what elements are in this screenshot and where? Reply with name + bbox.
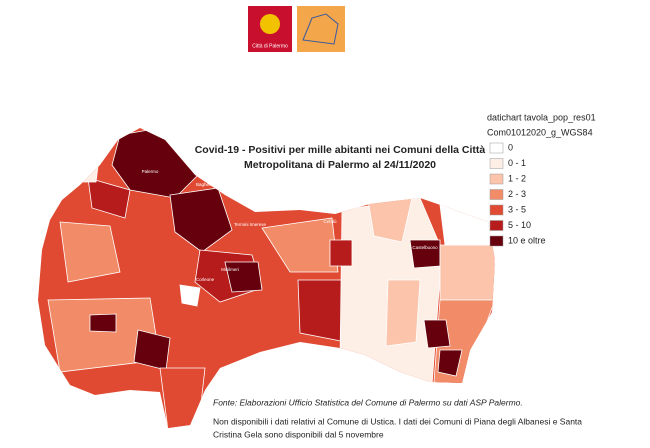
municipality-label: Termini Imerese [234,222,267,227]
municipality [261,217,339,273]
source: Fonte: Elaborazioni Ufficio Statistica d… [213,397,523,407]
municipality-label: Isola delle Femmine [65,140,106,145]
municipality [385,279,421,347]
municipality [439,244,495,301]
legend-header: datichart tavola_pop_res01 [487,112,596,122]
municipality [224,261,263,293]
municipality [329,239,353,267]
legend-swatch [489,235,504,247]
municipality-label: Misilmeri [221,267,239,272]
legend-swatch [489,204,504,216]
municipality [409,239,441,269]
municipality [179,284,201,307]
municipality [89,313,117,333]
legend-header: Com01012020_g_WGS84 [487,127,593,137]
map-title: Metropolitana di Palermo al 24/11/2020 [244,159,436,171]
legend-label: 0 [508,142,513,152]
municipality [437,349,463,377]
municipality [169,187,233,253]
logo-stats [297,6,345,52]
note: Cristina Gela sono disponibili dal 5 nov… [213,429,384,439]
municipality-label: Palermo [142,169,159,174]
logo-emblem [260,14,280,34]
municipality [423,319,451,349]
legend: datichart tavola_pop_res01 Com01012020_g_… [487,112,596,247]
legend-swatch [489,189,504,200]
municipality [87,177,131,219]
note: Non disponibili i dati relativi al Comun… [213,416,582,426]
municipality-label: Bagheria [196,182,215,187]
legend-swatch [489,158,504,169]
legend-label: 5 - 10 [508,220,531,230]
logo-text: Città di Palermo [252,43,288,49]
municipality-label: Corleone [196,277,215,282]
legend-label: 1 - 2 [508,173,526,183]
legend-swatch [489,220,504,231]
legend-label: 0 - 1 [508,158,526,168]
legend-label: 2 - 3 [508,189,526,199]
legend-label: 3 - 5 [508,204,526,214]
municipality [439,204,495,246]
municipality-label: Cefalù [323,219,337,224]
municipality [159,367,206,428]
legend-swatch [489,173,504,185]
municipality [297,279,347,343]
legend-swatch [489,142,504,154]
map-title: Covid-19 - Positivi per mille abitanti n… [195,144,486,156]
municipality-label: Castelbuono [412,245,438,250]
municipality-labels: Isola delle Femmine Palermo Bagheria Misilm… [65,140,438,282]
logo-map [302,13,339,45]
municipality [61,147,101,183]
legend-label: 10 e oltre [508,235,546,245]
municipality [59,221,121,283]
